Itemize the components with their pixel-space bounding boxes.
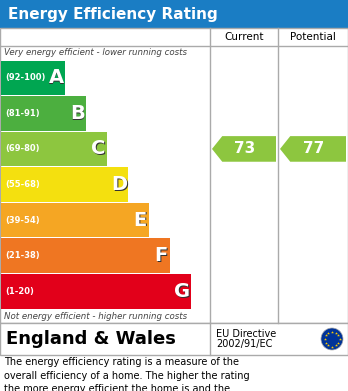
Text: The energy efficiency rating is a measure of the
overall efficiency of a home. T: The energy efficiency rating is a measur… <box>4 357 250 391</box>
Text: C: C <box>91 140 105 158</box>
Bar <box>0 28 348 323</box>
Text: G: G <box>174 282 190 301</box>
Text: Very energy efficient - lower running costs: Very energy efficient - lower running co… <box>4 48 187 57</box>
Bar <box>1 203 149 237</box>
Text: F: F <box>155 246 168 265</box>
Text: (1-20): (1-20) <box>5 287 34 296</box>
Text: B: B <box>71 105 85 124</box>
Text: A: A <box>49 68 64 87</box>
Text: Current: Current <box>224 32 264 42</box>
Bar <box>1 132 107 166</box>
Bar <box>1 96 86 131</box>
Text: (92-100): (92-100) <box>5 73 45 82</box>
Text: England & Wales: England & Wales <box>6 330 176 348</box>
Text: A: A <box>49 69 64 88</box>
Text: Potential: Potential <box>290 32 336 42</box>
Text: (81-91): (81-91) <box>5 109 40 118</box>
Text: 77: 77 <box>303 142 325 156</box>
Bar <box>0 0 348 28</box>
Text: E: E <box>134 211 147 230</box>
Text: (21-38): (21-38) <box>5 251 40 260</box>
Text: F: F <box>155 247 168 266</box>
Text: (55-68): (55-68) <box>5 180 40 189</box>
Bar <box>1 274 191 308</box>
Text: Not energy efficient - higher running costs: Not energy efficient - higher running co… <box>4 312 187 321</box>
Circle shape <box>321 328 343 350</box>
Text: E: E <box>134 212 148 230</box>
Text: 2002/91/EC: 2002/91/EC <box>216 339 272 349</box>
Text: (69-80): (69-80) <box>5 144 40 153</box>
Polygon shape <box>280 136 346 162</box>
Bar <box>1 239 170 273</box>
Text: D: D <box>111 175 127 194</box>
Text: EU Directive: EU Directive <box>216 329 276 339</box>
Text: Energy Efficiency Rating: Energy Efficiency Rating <box>8 7 218 22</box>
Text: G: G <box>175 283 191 301</box>
Text: B: B <box>70 104 85 123</box>
Text: (39-54): (39-54) <box>5 215 40 224</box>
Bar <box>1 167 128 202</box>
Bar <box>0 323 348 355</box>
Polygon shape <box>212 136 276 162</box>
Text: 73: 73 <box>235 142 256 156</box>
Text: C: C <box>92 140 106 159</box>
Bar <box>1 61 65 95</box>
Text: D: D <box>112 176 128 195</box>
